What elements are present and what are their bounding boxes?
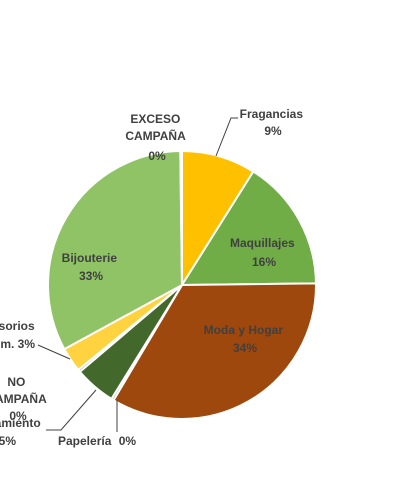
pie-slice-8	[179, 149, 183, 286]
label-fragancias: Fragancias 9%	[240, 107, 307, 138]
label-moda-hogar: Moda y Hogar 34%	[204, 323, 287, 355]
pie-slice-7	[47, 149, 184, 351]
label-exceso-campana: EXCESO CAMPAÑA 0%	[125, 112, 188, 163]
label-papeleria: Papelería 0%	[58, 434, 136, 448]
pie-slice-1	[180, 170, 318, 287]
label-amiento: …amiento 5%	[0, 416, 44, 448]
pie-slice-2	[112, 282, 317, 420]
label-accesorios: …sorios …m. 3%	[0, 319, 38, 351]
label-no-campana: NO CAMPAÑA 0%	[0, 375, 50, 423]
leader-line-accesorios	[37, 344, 71, 360]
leader-line-fragancias	[215, 117, 238, 157]
pie-slices	[47, 149, 318, 420]
leader-line-no-campana	[46, 389, 97, 431]
label-maquillajes: Maquillajes 16%	[230, 236, 298, 269]
label-bijouterie: Bijouterie 33%	[62, 251, 121, 283]
